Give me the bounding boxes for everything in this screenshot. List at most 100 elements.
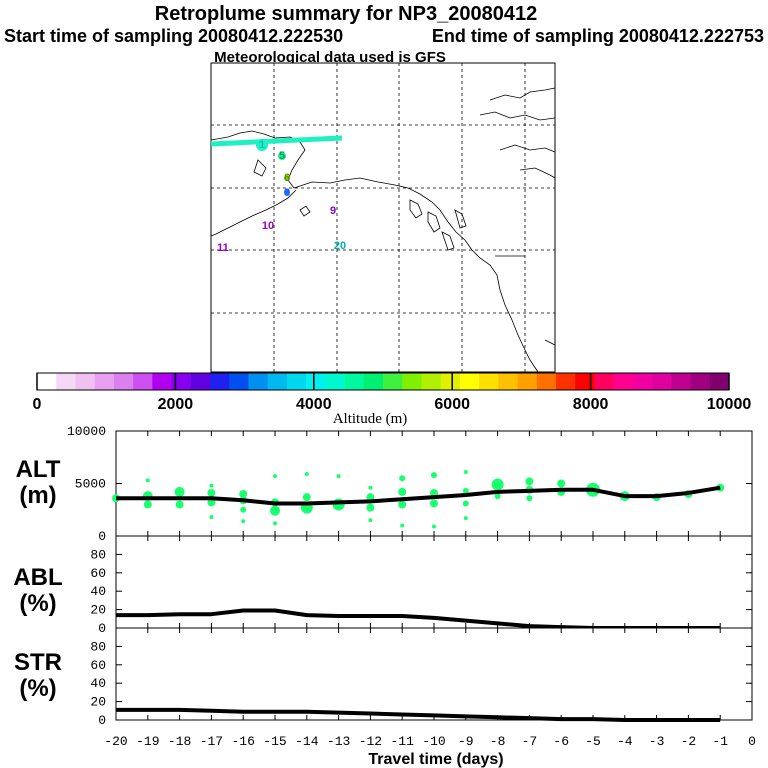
plume-point [400, 523, 405, 528]
plume-point [398, 500, 407, 509]
plume-point [143, 500, 152, 509]
plume-point [304, 472, 309, 477]
colorbar-swatch [517, 373, 538, 390]
map-day-label-6: 6 [284, 172, 290, 184]
plume-point [463, 469, 468, 474]
colorbar-swatch [479, 373, 499, 390]
y-tick-label: 0 [98, 713, 106, 728]
plume-point [209, 483, 214, 488]
plume-point [557, 479, 566, 488]
x-tick-label: -10 [422, 734, 445, 749]
colorbar-swatch [421, 373, 441, 390]
plume-point [302, 493, 311, 502]
plume-point [463, 516, 468, 521]
x-tick-label: -15 [263, 734, 286, 749]
x-tick-label: -11 [390, 734, 414, 749]
y-tick-label: 0 [98, 529, 106, 544]
colorbar-tick-label: 0 [33, 396, 42, 413]
plume-point [207, 498, 216, 507]
trajectory-map: 1 5 6 8 9 10 11 20 [210, 62, 556, 373]
x-axis-title: Travel time (days) [368, 751, 503, 768]
colorbar-swatch [37, 373, 57, 390]
y-tick-label: 80 [90, 547, 106, 562]
plume-point [494, 493, 501, 500]
map-day-label-1: 1 [259, 139, 265, 151]
plume-point [145, 478, 150, 483]
map-day-labels: 1 5 6 8 9 10 11 20 [217, 139, 346, 254]
colorbar-swatch [75, 373, 95, 390]
ylabel-unit-alt: (m) [19, 482, 56, 509]
ylabel-unit-abl: (%) [19, 590, 56, 617]
plume-point [368, 518, 373, 523]
x-tick-label: -2 [681, 734, 697, 749]
colorbar-label: Altitude (m) [333, 411, 408, 427]
colorbar-tick-label: 8000 [573, 396, 609, 413]
y-tick-label: 10000 [67, 424, 106, 439]
colorbar-swatch [286, 373, 307, 390]
x-axis-ticks: -20 -19 -18 -17 -16 -15 -14 -13 -12 -11 -10 -9 -8 -7-… [104, 734, 756, 749]
plume-point [491, 478, 504, 491]
map-day-label-8: 8 [284, 187, 290, 199]
plume-point [366, 503, 375, 512]
x-tick-label: -8 [490, 734, 506, 749]
x-tick-label: -16 [231, 734, 254, 749]
colorbar-swatch [94, 373, 115, 390]
map-day-label-9: 9 [330, 205, 336, 217]
colorbar-swatch [383, 373, 403, 390]
y-tick-label: 60 [90, 658, 106, 673]
colorbar-swatch [709, 373, 730, 390]
y-tick-label: 80 [90, 639, 106, 654]
x-tick-label: -20 [104, 734, 127, 749]
plume-point [174, 486, 185, 497]
panel-alt: 0 5000 10000 ALT(m) [16, 424, 753, 544]
x-tick-label: -12 [359, 734, 382, 749]
colorbar-swatch [575, 373, 595, 390]
str-fraction-line [116, 707, 721, 722]
ylabel-str: STR [14, 649, 62, 676]
y-tick-label: 20 [90, 603, 106, 618]
x-tick-label: -9 [458, 734, 474, 749]
plume-point [526, 495, 533, 502]
colorbar-swatch [536, 373, 557, 390]
figure-title: Retroplume summary for NP3_20080412 [155, 3, 537, 25]
colorbar-swatch [498, 373, 518, 390]
map-day-label-11: 11 [217, 242, 229, 254]
colorbar-swatch [556, 373, 576, 390]
plume-point [398, 487, 407, 496]
plume-point [462, 500, 469, 507]
colorbar-swatch [306, 373, 326, 390]
colorbar-swatch [344, 373, 365, 390]
ylabel-abl: ABL [13, 564, 62, 591]
plume-point [273, 474, 277, 479]
met-data-label: Meteorological data used is GFS [214, 49, 446, 66]
x-tick-label: -17 [200, 734, 223, 749]
map-day-label-10: 10 [262, 220, 274, 232]
plume-point [207, 488, 216, 497]
x-tick-label: -18 [168, 734, 191, 749]
y-tick-label: 40 [90, 584, 106, 599]
colorbar-tick-label: 2000 [158, 396, 194, 413]
x-tick-label: -19 [136, 734, 159, 749]
colorbar-swatch [229, 373, 249, 390]
x-tick-label: -14 [295, 734, 319, 749]
time-series-panels: 0500010000ALT(m)020406080ABL(%)020406080… [13, 424, 756, 749]
colorbar-swatch [594, 373, 614, 390]
y-tick-label: 0 [98, 621, 106, 636]
colorbar-swatch [325, 373, 345, 390]
x-tick-label: -1 [712, 734, 728, 749]
x-tick-label: -5 [585, 734, 601, 749]
plume-point [175, 500, 184, 509]
colorbar-swatch [652, 373, 672, 390]
colorbar-swatch [113, 373, 134, 390]
colorbar-swatch [171, 373, 192, 390]
plume-point [241, 519, 246, 524]
altitude-colorbar: 0 2000 4000 6000 8000 10000 [33, 372, 751, 413]
plume-point [273, 521, 277, 526]
x-tick-label: -13 [327, 734, 350, 749]
map-day-label-20: 20 [334, 240, 346, 252]
colorbar-swatch [440, 373, 461, 390]
colorbar-tick-label: 4000 [296, 396, 332, 413]
plume-point [240, 506, 247, 513]
panel-abl: 0 20 40 60 80 ABL(%) [13, 535, 753, 636]
